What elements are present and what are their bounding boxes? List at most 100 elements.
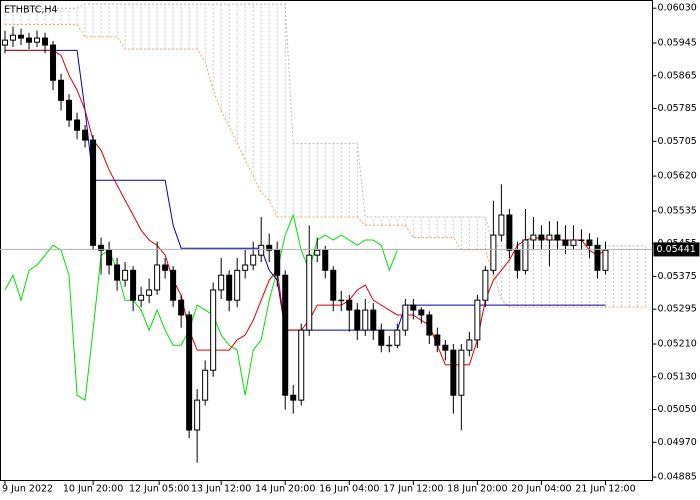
- y-tick-label: 0.05620: [658, 171, 697, 182]
- candle-body: [602, 249, 609, 271]
- x-tick-label: 18 Jun 20:00: [447, 484, 507, 495]
- candle-body: [402, 304, 409, 331]
- candle-body: [274, 249, 281, 276]
- candle-body: [194, 399, 201, 431]
- candle-body: [370, 309, 377, 331]
- candle-body: [106, 249, 113, 266]
- indicator-line: [5, 3, 646, 247]
- x-tick-label: 9 Jun 2022: [2, 484, 53, 495]
- indicator-line: [5, 24, 646, 308]
- y-tick-label: 0.05210: [658, 339, 697, 350]
- candle-body: [2, 39, 9, 46]
- candle-body: [298, 329, 305, 401]
- candle-body: [26, 37, 33, 43]
- candle-body: [34, 37, 41, 43]
- candle-body: [162, 264, 169, 271]
- candle-body: [522, 239, 529, 271]
- candle-body: [386, 344, 393, 347]
- candle-body: [442, 344, 449, 351]
- candle-body: [586, 239, 593, 246]
- candle-body: [378, 329, 385, 346]
- candle-body: [218, 274, 225, 291]
- candle-body: [322, 249, 329, 271]
- candle-body: [258, 244, 265, 256]
- y-tick-label: 0.06030: [658, 3, 697, 14]
- candle-body: [594, 244, 601, 271]
- candle-body: [354, 309, 361, 331]
- candle-body: [474, 299, 481, 341]
- candle-body: [10, 34, 17, 41]
- indicator-line: [5, 49, 606, 366]
- y-tick-label: 0.05375: [658, 271, 697, 282]
- candle-body: [562, 239, 569, 246]
- candle-body: [546, 234, 553, 241]
- candle-body: [394, 329, 401, 346]
- candle-body: [210, 289, 217, 371]
- y-tick-label: 0.04885: [658, 472, 697, 483]
- candle-body: [578, 239, 585, 241]
- candle-body: [498, 214, 505, 236]
- indicator-line: [4, 213, 398, 401]
- candle-body: [490, 234, 497, 271]
- candle-body: [458, 349, 465, 396]
- indicator-line: [5, 49, 606, 331]
- y-tick-label: 0.05945: [658, 38, 697, 49]
- x-tick-label: 12 Jun 05:00: [129, 484, 189, 495]
- candle-body: [42, 37, 49, 46]
- candle-body: [178, 299, 185, 316]
- chart-title: ETHBTC,H4: [4, 5, 58, 16]
- y-tick-label: 0.05050: [658, 404, 697, 415]
- x-tick-label: 13 Jun 12:00: [191, 484, 251, 495]
- candle-body: [426, 314, 433, 336]
- y-tick-label: 0.05535: [658, 205, 697, 216]
- candle-body: [18, 34, 25, 39]
- candle-body: [186, 314, 193, 431]
- candle-body: [250, 254, 257, 266]
- y-tick-label: 0.05295: [658, 304, 697, 315]
- candle-body: [154, 264, 161, 291]
- candle-body: [506, 214, 513, 251]
- candle-body: [226, 274, 233, 301]
- x-tick-label: 20 Jun 04:00: [511, 484, 571, 495]
- y-tick-label: 0.04970: [658, 437, 697, 448]
- cloud: [4, 4, 646, 308]
- candle-body: [50, 44, 57, 81]
- candle-body: [338, 299, 345, 302]
- x-tick-label: 21 Jun 12:00: [575, 484, 635, 495]
- candle-body: [410, 304, 417, 311]
- candle-body: [482, 269, 489, 301]
- candle-body: [538, 234, 545, 241]
- candle-body: [554, 234, 561, 241]
- y-tick-label: 0.05785: [658, 103, 697, 114]
- candle-body: [306, 254, 313, 331]
- axes: 0.06030 0.05945 0.05865 0.05785 0.05705 0.056…: [0, 3, 700, 495]
- candle-body: [74, 119, 81, 131]
- candle-body: [58, 79, 65, 101]
- candle-body: [114, 264, 121, 281]
- y-tick-label: 0.05130: [658, 371, 697, 382]
- candle-body: [90, 139, 97, 246]
- candle-body: [98, 244, 105, 251]
- y-tick-label: 0.05705: [658, 136, 697, 147]
- candle-body: [138, 294, 145, 301]
- x-tick-label: 10 Jun 20:00: [63, 484, 123, 495]
- indicator-lines: [4, 3, 646, 401]
- candle-body: [170, 269, 177, 301]
- candle-body: [234, 269, 241, 301]
- x-tick-label: 16 Jun 04:00: [319, 484, 379, 495]
- candle-body: [362, 309, 369, 331]
- candle-body: [290, 394, 297, 401]
- candle-body: [346, 299, 353, 311]
- candle-body: [434, 334, 441, 346]
- candles: [2, 26, 609, 463]
- last-price-label: 0.05441: [657, 244, 696, 255]
- x-tick-label: 14 Jun 20:00: [255, 484, 315, 495]
- candle-body: [82, 129, 89, 141]
- candle-body: [66, 99, 73, 121]
- candle-body: [466, 339, 473, 351]
- candle-body: [570, 239, 577, 246]
- y-tick-label: 0.05865: [658, 70, 697, 81]
- candle-body: [418, 309, 425, 316]
- candle-body: [202, 369, 209, 401]
